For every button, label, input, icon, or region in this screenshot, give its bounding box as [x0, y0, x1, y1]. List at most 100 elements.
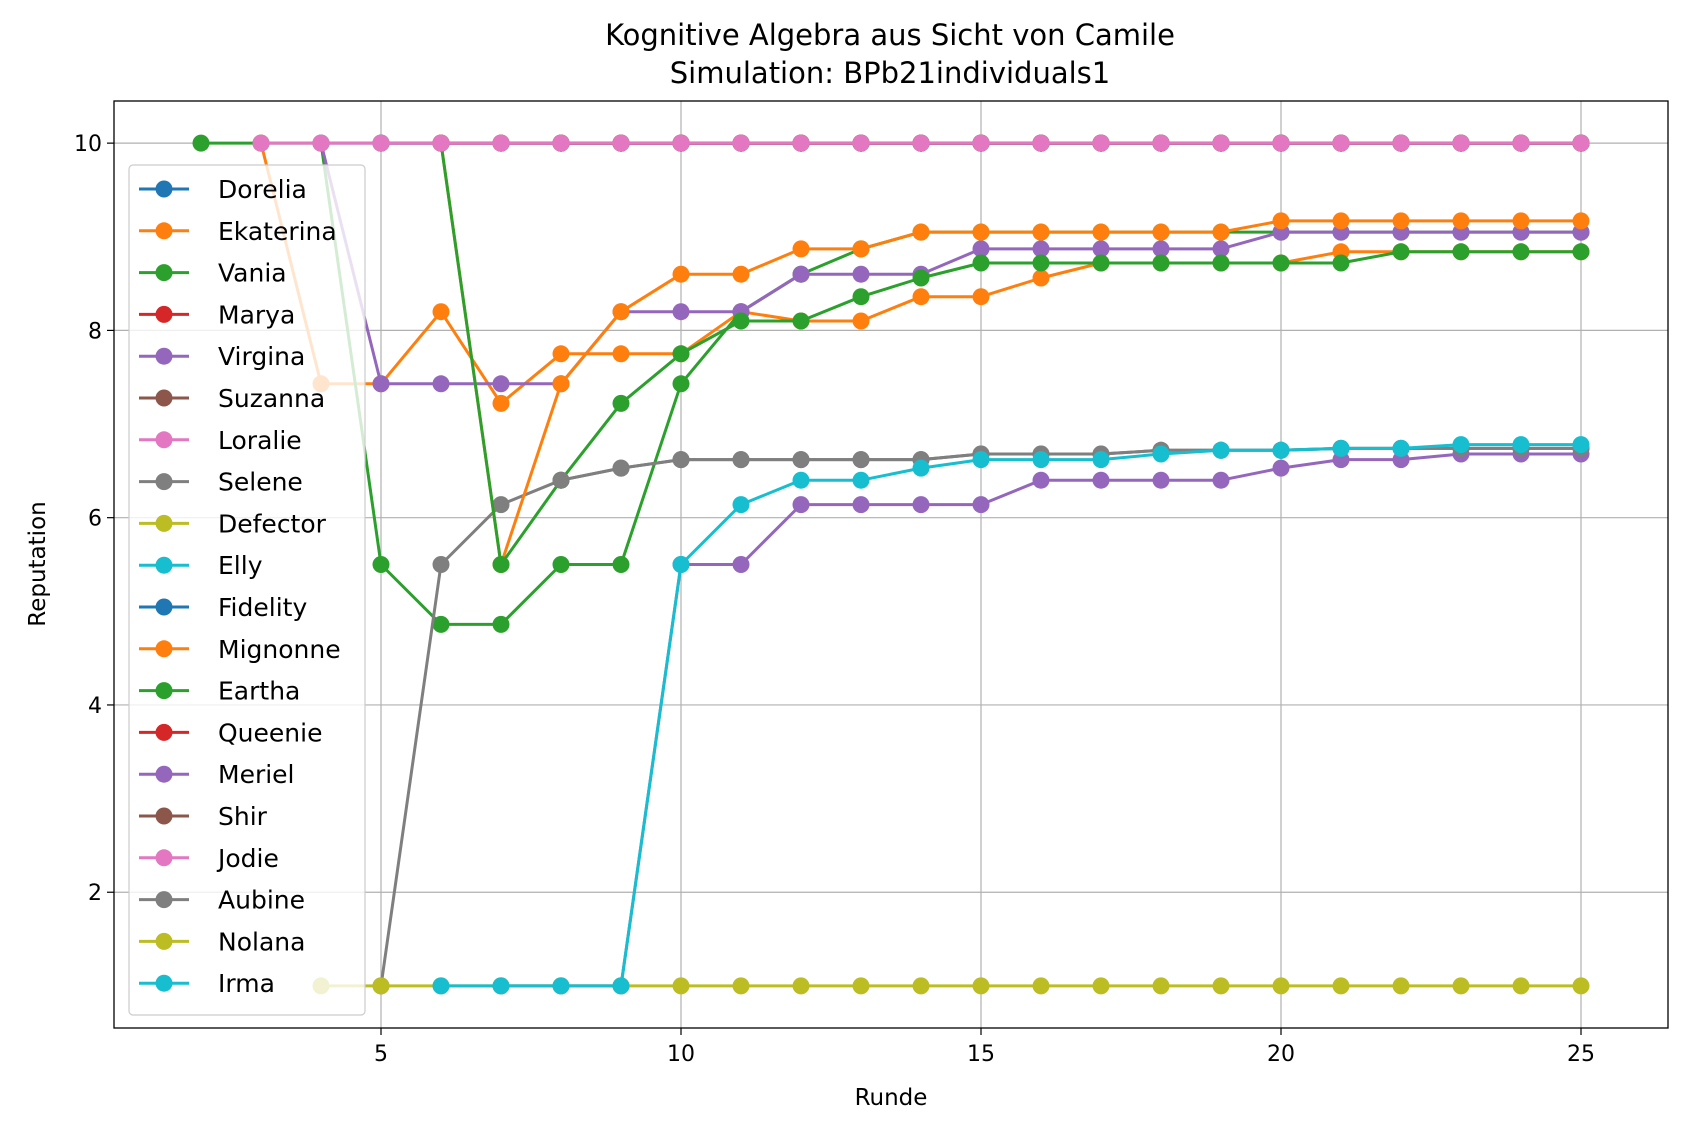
data-point	[252, 134, 270, 152]
legend-label: Suzanna	[218, 384, 325, 413]
legend-item: Selene	[139, 468, 303, 497]
legend-label: Aubine	[218, 886, 305, 915]
data-point	[1092, 471, 1110, 489]
data-point	[792, 312, 810, 330]
data-point	[792, 496, 810, 514]
data-point	[1272, 459, 1290, 477]
data-point	[1152, 977, 1170, 995]
legend-item: Loralie	[139, 426, 302, 455]
legend-label: Selene	[218, 468, 303, 497]
y-tick-label: 8	[88, 319, 102, 344]
data-point	[432, 556, 450, 573]
legend-marker	[155, 473, 173, 491]
legend-marker	[155, 222, 173, 240]
data-point	[1152, 445, 1170, 463]
data-point	[852, 496, 870, 514]
legend-marker	[155, 389, 173, 407]
legend-label: Meriel	[218, 760, 295, 789]
x-tick-label: 5	[374, 1042, 388, 1067]
data-point	[972, 223, 990, 241]
data-point	[1572, 134, 1590, 152]
data-point	[432, 375, 450, 393]
data-point	[1332, 134, 1350, 152]
x-tick-label: 25	[1567, 1042, 1595, 1067]
data-point	[1452, 436, 1470, 454]
data-point	[1212, 441, 1230, 459]
legend-marker	[155, 765, 173, 783]
legend-item: Aubine	[139, 886, 305, 915]
data-point	[1392, 977, 1410, 995]
legend-label: Loralie	[218, 426, 302, 455]
data-point	[1212, 254, 1230, 272]
data-point	[1152, 254, 1170, 272]
data-point	[1032, 223, 1050, 241]
legend-marker	[155, 556, 173, 574]
data-point	[672, 134, 690, 152]
data-point	[1212, 223, 1230, 241]
data-point	[492, 496, 510, 514]
data-point	[612, 134, 630, 152]
data-point	[612, 977, 630, 995]
data-point	[1332, 254, 1350, 272]
series-group	[192, 134, 1590, 995]
data-point	[1392, 439, 1410, 457]
series-line	[319, 142, 1581, 386]
data-point	[1212, 134, 1230, 152]
data-point	[732, 496, 750, 514]
legend-label: Elly	[218, 551, 263, 580]
y-axis-label: Reputation	[25, 501, 51, 626]
legend-marker	[155, 347, 173, 365]
data-point	[372, 375, 390, 393]
data-point	[1512, 436, 1530, 454]
legend-marker	[155, 932, 173, 950]
data-point	[1092, 223, 1110, 241]
legend-marker	[155, 598, 173, 616]
data-point	[1032, 269, 1050, 287]
legend-marker	[155, 514, 173, 532]
data-point	[792, 240, 810, 258]
legend-label: Mignonne	[218, 635, 341, 664]
data-point	[1392, 243, 1410, 261]
data-point	[1272, 254, 1290, 272]
legend-marker	[155, 723, 173, 741]
data-point	[1152, 471, 1170, 489]
legend-item: Nolana	[139, 927, 305, 956]
chart-title: Kognitive Algebra aus Sicht von Camile	[605, 18, 1175, 52]
data-point	[852, 134, 870, 152]
data-point	[912, 496, 930, 514]
data-point	[1572, 212, 1590, 230]
data-point	[1032, 977, 1050, 995]
legend-label: Fidelity	[218, 593, 307, 622]
data-point	[372, 134, 390, 152]
data-point	[1092, 451, 1110, 469]
data-point	[432, 977, 450, 995]
legend-label: Eartha	[218, 677, 300, 706]
legend-marker	[155, 849, 173, 867]
data-point	[1572, 977, 1590, 995]
data-point	[552, 345, 570, 363]
data-point	[792, 265, 810, 283]
plot-area-frame	[113, 100, 1669, 1029]
series-line	[441, 443, 1581, 988]
data-point	[852, 977, 870, 995]
data-point	[1212, 240, 1230, 258]
data-point	[1512, 243, 1530, 261]
data-point	[852, 312, 870, 330]
data-point	[1272, 212, 1290, 230]
legend-label: Defector	[218, 509, 327, 538]
data-point	[552, 471, 570, 489]
data-point	[1152, 134, 1170, 152]
data-point	[1332, 439, 1350, 457]
legend-label: Vania	[218, 259, 287, 288]
legend-marker	[155, 682, 173, 700]
data-point	[912, 269, 930, 287]
data-point	[792, 471, 810, 489]
legend-marker	[155, 807, 173, 825]
data-point	[672, 451, 690, 469]
data-point	[972, 288, 990, 306]
data-point	[972, 496, 990, 514]
y-tick-label: 4	[88, 694, 102, 719]
data-point	[1032, 451, 1050, 469]
data-point	[732, 977, 750, 995]
